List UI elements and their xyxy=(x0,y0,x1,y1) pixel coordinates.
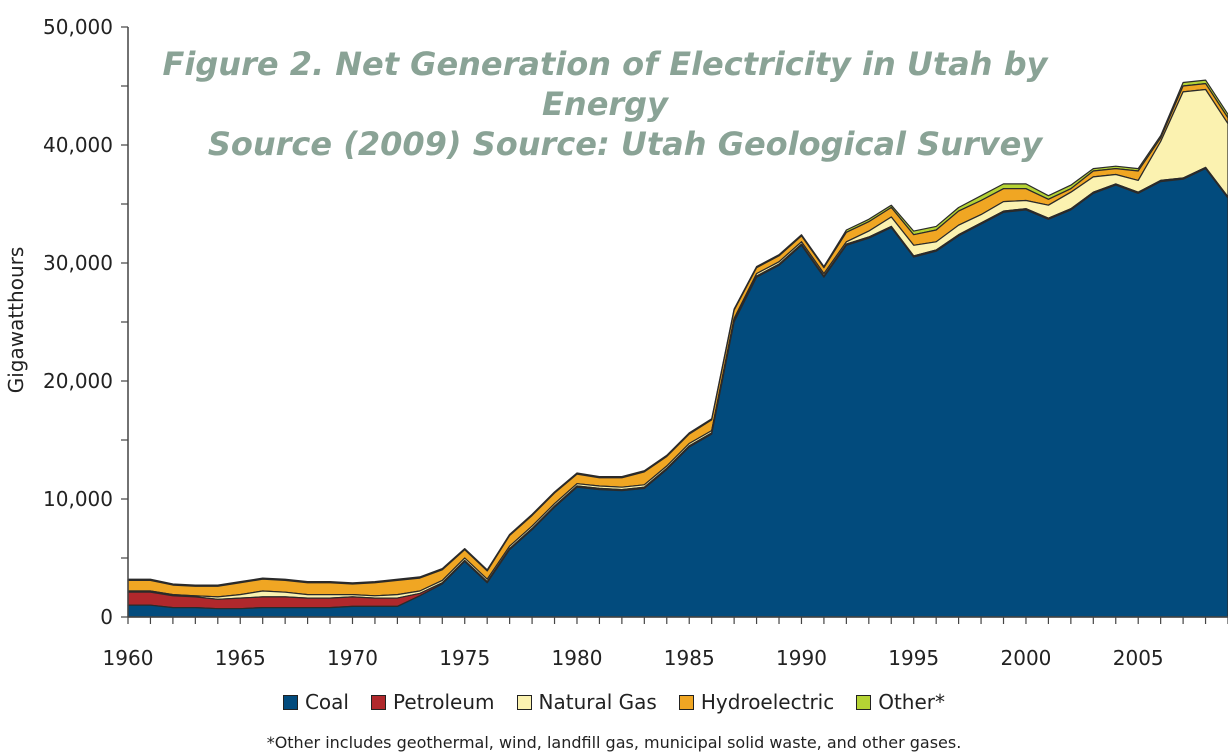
legend-item-hydroelectric: Hydroelectric xyxy=(678,690,835,714)
x-tick-label: 2005 xyxy=(1113,646,1164,670)
y-tick-label: 0 xyxy=(100,605,113,629)
x-tick-label: 1965 xyxy=(215,646,266,670)
x-tick-label: 1980 xyxy=(552,646,603,670)
x-tick-label: 1985 xyxy=(664,646,715,670)
legend-label: Natural Gas xyxy=(538,690,657,714)
x-tick-label: 1975 xyxy=(439,646,490,670)
y-axis-title: Gigawatthours xyxy=(4,246,28,394)
legend-swatch xyxy=(678,694,694,710)
legend-label: Hydroelectric xyxy=(700,690,835,714)
legend-swatch xyxy=(516,694,532,710)
legend-swatch xyxy=(282,694,298,710)
y-tick-label: 30,000 xyxy=(43,251,113,275)
y-tick-label: 10,000 xyxy=(43,487,113,511)
x-tick-label: 1960 xyxy=(103,646,154,670)
legend-item-petroleum: Petroleum xyxy=(370,690,495,714)
x-tick-label: 1995 xyxy=(888,646,939,670)
x-tick-label: 1990 xyxy=(776,646,827,670)
legend-swatch xyxy=(370,694,386,710)
legend: Coal Petroleum Natural Gas Hydroelectric Oth… xyxy=(0,690,1228,714)
legend-item-other: Other* xyxy=(856,690,945,714)
legend-label: Other* xyxy=(878,690,946,714)
chart-title-line-2: Source (2009) Source: Utah Geological Su… xyxy=(207,125,1043,163)
axis-layer: 0 10,000 20,000 30,000 40,000 50,000 1960 1965 1… xyxy=(43,15,1228,670)
series-area-coal xyxy=(127,168,1228,618)
x-tick-label: 2000 xyxy=(1001,646,1052,670)
y-tick-label: 20,000 xyxy=(43,369,113,393)
legend-label: Petroleum xyxy=(392,690,495,714)
y-tick-label: 40,000 xyxy=(43,133,113,157)
legend-label: Coal xyxy=(304,690,349,714)
chart-title-line-1: Figure 2. Net Generation of Electricity … xyxy=(162,45,1048,123)
legend-item-coal: Coal xyxy=(282,690,349,714)
chart-title: Figure 2. Net Generation of Electricity … xyxy=(130,44,1080,164)
y-tick-label: 50,000 xyxy=(43,15,113,39)
footnote: *Other includes geothermal, wind, landfi… xyxy=(266,733,962,752)
legend-item-natural-gas: Natural Gas xyxy=(516,690,657,714)
x-tick-label: 1970 xyxy=(327,646,378,670)
legend-swatch xyxy=(856,694,872,710)
